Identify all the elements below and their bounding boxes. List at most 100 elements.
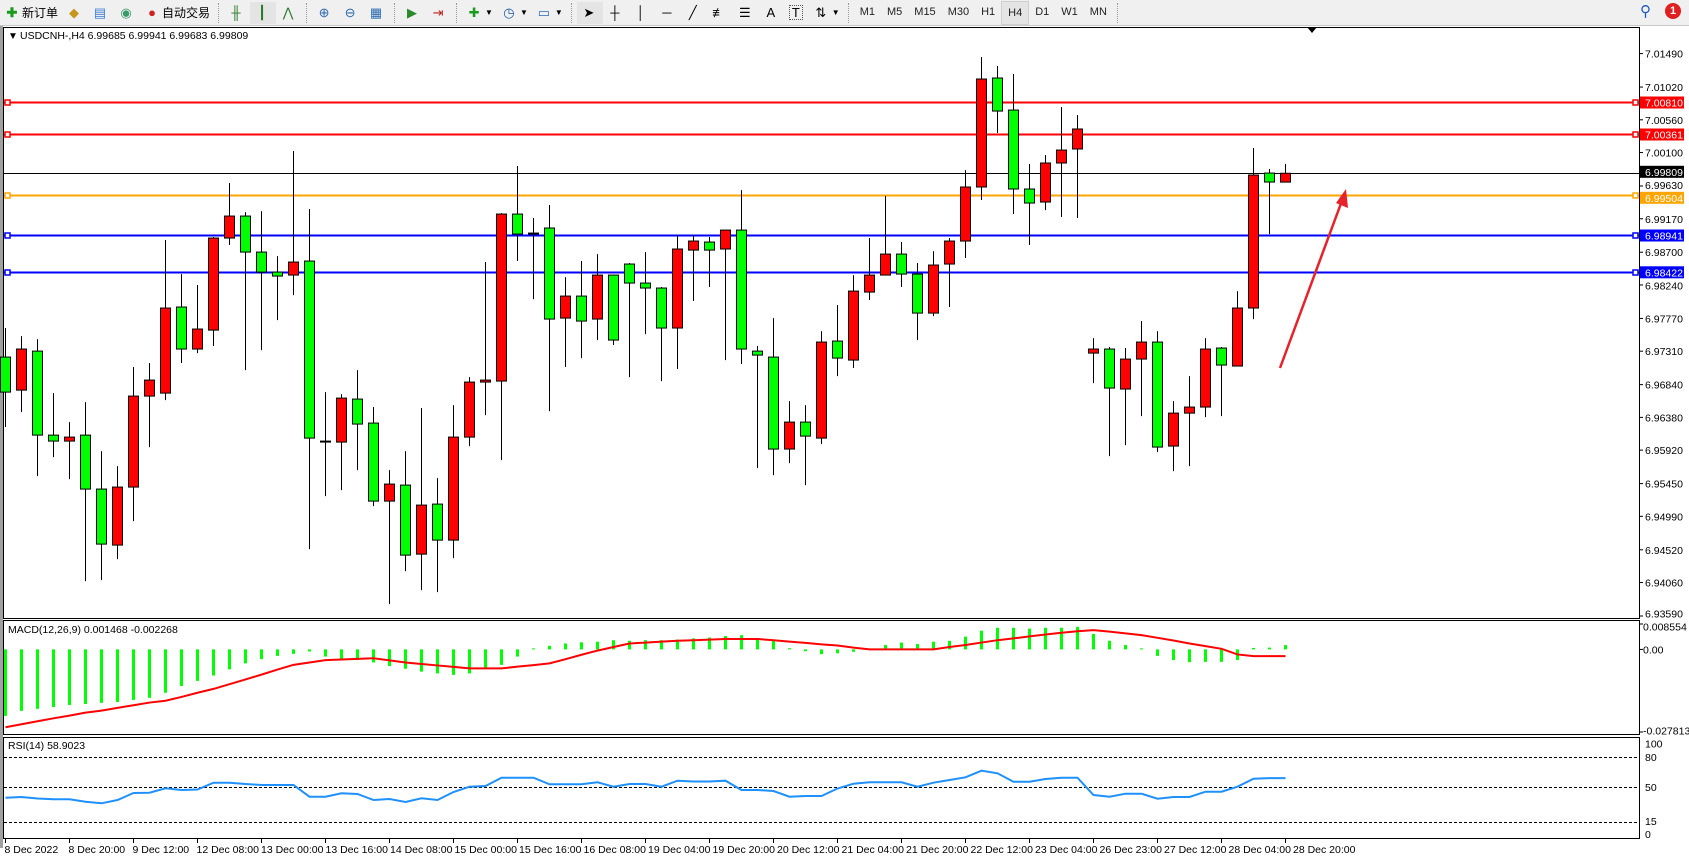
candle-body-bullish	[1248, 174, 1259, 309]
price-tick-label: 6.94060	[1645, 578, 1683, 590]
vertical-line-button[interactable]: │	[629, 2, 655, 24]
time-label: 13 Dec 00:00	[261, 844, 324, 856]
price-tick-label: 6.95450	[1645, 479, 1683, 491]
candle	[272, 256, 283, 321]
price-tick-label: 7.00100	[1645, 148, 1683, 160]
axes: 7.01490 7.01020 7.00560 7.00100 6.99630 6.991…	[5, 49, 1689, 856]
signal-button[interactable]: ◉	[114, 2, 140, 24]
fibonacci-icon: ≢	[712, 4, 726, 20]
candle	[1152, 331, 1163, 453]
candle	[960, 170, 971, 259]
current-price-tag	[1640, 165, 1684, 178]
time-label: 19 Dec 20:00	[713, 844, 776, 856]
candle	[912, 263, 923, 341]
chart-shift-button[interactable]: ▶	[400, 2, 426, 24]
candle	[672, 235, 683, 370]
candle	[1136, 321, 1147, 417]
candle	[64, 422, 75, 480]
candle	[832, 305, 843, 377]
candle	[640, 252, 651, 335]
candle-body-bearish	[256, 251, 267, 273]
candle	[432, 478, 443, 593]
market-watch-button[interactable]: ▤	[88, 2, 114, 24]
candle	[448, 405, 459, 559]
candle	[1120, 348, 1131, 446]
trendline-icon: ╱	[688, 4, 697, 20]
timeframe-d1-button[interactable]: D1	[1035, 5, 1050, 18]
text-label-icon: T	[788, 5, 803, 20]
toolbar-separator	[847, 2, 850, 23]
timeframe-m1-button[interactable]: M1	[859, 5, 875, 18]
candle	[224, 183, 235, 246]
gold-button[interactable]: ◆	[62, 2, 88, 24]
fibo-fan-icon: ☰	[738, 4, 751, 20]
horizontal-line-icon: ─	[662, 4, 672, 20]
bar-chart-button[interactable]: ╫	[224, 2, 250, 24]
candle	[880, 196, 891, 276]
collapse-triangle-icon[interactable]: ▼	[8, 31, 18, 42]
tile-windows-button[interactable]: ▦	[364, 2, 390, 24]
timeframe-m30-button[interactable]: M30	[947, 5, 970, 18]
fibo-fan-button[interactable]: ☰	[733, 2, 759, 24]
new-order-button[interactable]: ✚ 新订单	[0, 2, 62, 24]
candle-body-bearish	[736, 229, 747, 350]
toolbar-right: ⚲ 1	[1640, 2, 1681, 20]
candle-body-bullish	[976, 78, 987, 188]
candle	[1024, 164, 1035, 246]
cursor-icon: ➤	[583, 4, 595, 20]
notification-badge[interactable]: 1	[1665, 3, 1681, 19]
trendline-button[interactable]: ╱	[681, 2, 707, 24]
text-label-button[interactable]: T	[785, 2, 809, 24]
candle	[368, 407, 379, 507]
zoom-out-button[interactable]: ⊖	[338, 2, 364, 24]
indicators-button[interactable]: ✚ ▼	[462, 2, 497, 24]
price-tick-label: 6.99630	[1645, 180, 1683, 192]
fibonacci-button[interactable]: ≢	[707, 2, 733, 24]
search-icon[interactable]: ⚲	[1640, 3, 1651, 20]
timeframe-w1-button[interactable]: W1	[1061, 5, 1078, 18]
line-chart-icon: ⋀	[282, 4, 294, 20]
timeframe-mn-button[interactable]: MN	[1089, 5, 1107, 18]
candle	[992, 65, 1003, 134]
candle-body-bullish	[1136, 341, 1147, 360]
candle	[704, 237, 715, 288]
horizontal-line-button[interactable]: ─	[655, 2, 681, 24]
toolbar-separator	[218, 2, 220, 23]
price-level-tag	[1640, 229, 1684, 242]
candle-body-bullish	[288, 261, 299, 276]
candle-body-bullish	[480, 379, 491, 383]
text-button[interactable]: A	[759, 2, 785, 24]
chart-shift-marker-icon[interactable]	[1307, 27, 1317, 33]
candle-body-bearish	[640, 282, 651, 289]
candle	[848, 275, 859, 369]
candle-body-bearish	[1008, 109, 1019, 190]
timeframe-h1-button[interactable]: H1	[981, 5, 996, 18]
auto-scroll-button[interactable]: ⇥	[426, 2, 452, 24]
candlestick-button[interactable]: ┃	[250, 1, 277, 24]
price-level-label: 6.98941	[1645, 231, 1683, 243]
candle	[384, 470, 395, 605]
templates-button[interactable]: ▭ ▼	[532, 2, 567, 24]
toolbar: ✚ 新订单 ◆ ▤ ◉ ● 自动交易 ╫ ┃ ⋀ ⊕ ⊖ ▦ ▶ ⇥ ✚ ▼ ◷ ▼…	[0, 0, 1689, 26]
candle	[464, 377, 475, 447]
candlestick-icon: ┃	[258, 4, 266, 20]
candle-body-bearish	[576, 295, 587, 322]
candle-body-bearish	[992, 77, 1003, 112]
arrows-button[interactable]: ⇅ ▼	[809, 2, 844, 24]
timeframe-m5-button[interactable]: M5	[887, 5, 903, 18]
auto-trading-button[interactable]: ● 自动交易	[140, 2, 214, 24]
vertical-line-icon: │	[636, 4, 645, 20]
crosshair-button[interactable]: ┼	[603, 2, 629, 24]
zoom-in-button[interactable]: ⊕	[312, 2, 338, 24]
candle	[112, 466, 123, 560]
auto-trading-icon: ●	[148, 4, 156, 20]
candle-body-bearish	[400, 484, 411, 556]
line-chart-button[interactable]: ⋀	[276, 2, 302, 24]
timeframe-m15-button[interactable]: M15	[914, 5, 936, 18]
timeframe-h4-button[interactable]: H4	[1001, 0, 1030, 25]
periods-button[interactable]: ◷ ▼	[497, 2, 532, 24]
toolbar-separator	[570, 2, 573, 23]
dropdown-arrow-icon: ▼	[831, 8, 840, 17]
cursor-button[interactable]: ➤	[576, 1, 603, 24]
